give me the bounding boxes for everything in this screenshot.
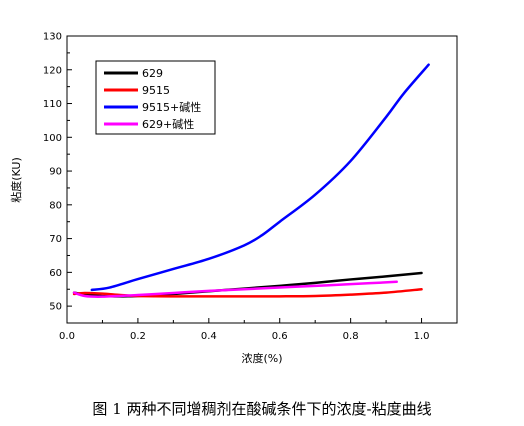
x-tick-label: 0.8: [343, 331, 359, 342]
x-axis-title: 浓度(%): [241, 351, 282, 365]
series-line-3: [90, 63, 430, 292]
y-tick-label: 50: [49, 302, 62, 313]
legend-label-2: 9515: [142, 84, 170, 97]
y-tick-label: 100: [43, 133, 62, 144]
legend-label-3: 9515+碱性: [142, 100, 201, 114]
legend-label-4: 629+碱性: [142, 117, 194, 131]
y-tick-label: 120: [43, 65, 62, 76]
series-line-4: [72, 280, 398, 298]
series-line-2: [72, 287, 423, 298]
series-layer: [72, 63, 430, 298]
y-tick-label: 80: [49, 200, 62, 211]
x-tick-label: 0.4: [201, 331, 217, 342]
x-tick-label: 0.2: [130, 331, 146, 342]
y-tick-label: 130: [43, 32, 62, 43]
y-tick-label: 60: [49, 268, 62, 279]
x-tick-label: 0.0: [59, 331, 75, 342]
y-axis-title: 粘度(KU): [9, 157, 23, 203]
y-tick-label: 110: [43, 99, 62, 110]
plot-frame: [66, 35, 458, 324]
figure-caption: 图 1 两种不同增稠剂在酸碱条件下的浓度-粘度曲线: [92, 400, 432, 418]
legend: 629 9515 9515+碱性 629+碱性: [95, 60, 216, 135]
y-axis: 50 60 70 80 90 100 110 120 130: [43, 32, 72, 313]
y-tick-label: 70: [49, 234, 62, 245]
chart: 0.0 0.2 0.4 0.6 0.8 1.0 50 60 70 80 90 100 110 120 13…: [9, 32, 458, 365]
x-tick-label: 0.6: [272, 331, 288, 342]
y-tick-label: 90: [49, 167, 62, 178]
x-axis: 0.0 0.2 0.4 0.6 0.8 1.0: [59, 318, 458, 342]
x-tick-label: 1.0: [414, 331, 430, 342]
legend-label-1: 629: [142, 67, 163, 80]
